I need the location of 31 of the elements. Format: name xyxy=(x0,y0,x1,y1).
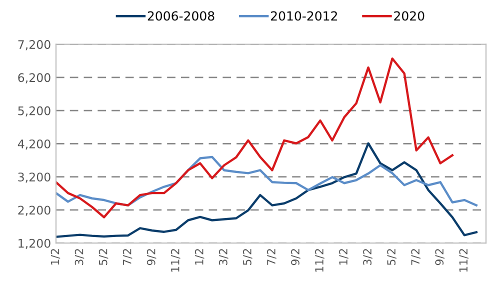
x-tick-label: 7/2 xyxy=(267,249,276,265)
y-tick-label: 3,200 xyxy=(18,172,50,183)
y-tick-label: 7,200 xyxy=(18,40,50,50)
x-tick-label: 9/2 xyxy=(435,249,444,266)
x-tick-label: 7/2 xyxy=(411,249,420,265)
x-tick-label: 3/2 xyxy=(218,249,228,265)
y-tick-label: 2,200 xyxy=(18,206,50,216)
x-tick-label: 11/2 xyxy=(170,249,180,272)
y-tick-label: 6,200 xyxy=(18,73,50,84)
x-tick-label: 11/2 xyxy=(459,249,468,272)
y-tick-label: 4,200 xyxy=(18,139,50,150)
line-series xyxy=(56,156,478,206)
legend-label: 2006-2008 xyxy=(148,11,214,21)
x-tick-label: 1/2 xyxy=(50,249,60,265)
x-tick-label: 5/2 xyxy=(98,249,108,265)
x-tick-label: 1/2 xyxy=(339,249,348,265)
x-tick-label: 1/2 xyxy=(194,249,204,265)
x-tick-label: 9/2 xyxy=(146,249,156,266)
legend-label: 2010-2012 xyxy=(271,11,337,21)
x-tick-label: 7/2 xyxy=(122,249,132,265)
x-tick-label: 5/2 xyxy=(387,249,396,265)
x-tick-label: 9/2 xyxy=(291,249,300,266)
x-tick-label: 3/2 xyxy=(363,249,372,265)
line-series xyxy=(56,57,454,218)
legend-label: 2020 xyxy=(394,11,424,21)
x-tick-label: 5/2 xyxy=(243,249,252,265)
y-tick-label: 1,200 xyxy=(18,238,50,249)
y-tick-label: 5,200 xyxy=(18,106,50,116)
line-series xyxy=(56,142,478,238)
x-tick-label: 3/2 xyxy=(74,249,84,265)
x-tick-label: 11/2 xyxy=(315,249,324,272)
